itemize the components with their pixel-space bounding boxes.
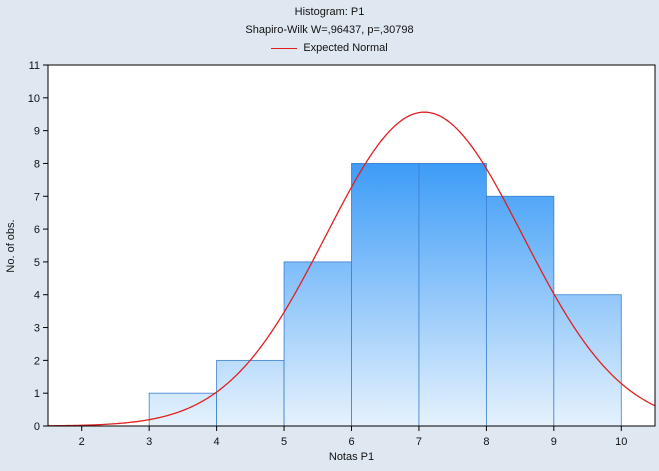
- expected-normal-curve: [47, 111, 656, 427]
- x-tick-label: 9: [551, 436, 557, 448]
- legend-line-swatch: [271, 47, 298, 49]
- legend: Expected Normal: [0, 42, 659, 54]
- y-tick-label: 3: [34, 323, 40, 335]
- histogram-bar: [351, 163, 420, 427]
- histogram-bar: [418, 163, 487, 427]
- x-tick-label: 5: [281, 436, 287, 448]
- y-tick-label: 4: [34, 290, 40, 302]
- y-tick-label: 1: [34, 388, 40, 400]
- chart-subtitle: Shapiro-Wilk W=,96437, p=,30798: [245, 24, 414, 36]
- y-tick-label: 11: [29, 60, 40, 72]
- histogram-bar: [283, 261, 352, 427]
- histogram-bar: [553, 294, 622, 427]
- y-tick-label: 2: [34, 355, 40, 367]
- x-tick-label: 6: [348, 436, 354, 448]
- chart-title: Histogram: P1: [294, 6, 365, 18]
- histogram-bar: [485, 195, 555, 427]
- y-tick-label: 9: [34, 126, 40, 138]
- x-tick-label: 8: [483, 436, 489, 448]
- y-tick-label: 6: [34, 224, 40, 236]
- x-tick-label: 10: [615, 436, 627, 448]
- y-tick-label: 5: [34, 257, 40, 269]
- y-tick-label: 10: [28, 93, 40, 105]
- y-tick-label: 8: [34, 158, 40, 170]
- x-tick-label: 2: [79, 436, 85, 448]
- y-tick-label: 0: [34, 421, 40, 433]
- y-tick-label: 7: [34, 191, 40, 203]
- x-tick-label: 3: [146, 436, 152, 448]
- histogram-bar: [216, 359, 285, 427]
- x-axis-label: Notas P1: [328, 451, 375, 463]
- y-axis-label: No. of obs.: [5, 219, 17, 273]
- legend-label: Expected Normal: [303, 42, 388, 54]
- x-tick-label: 7: [416, 436, 422, 448]
- x-tick-label: 4: [214, 436, 220, 448]
